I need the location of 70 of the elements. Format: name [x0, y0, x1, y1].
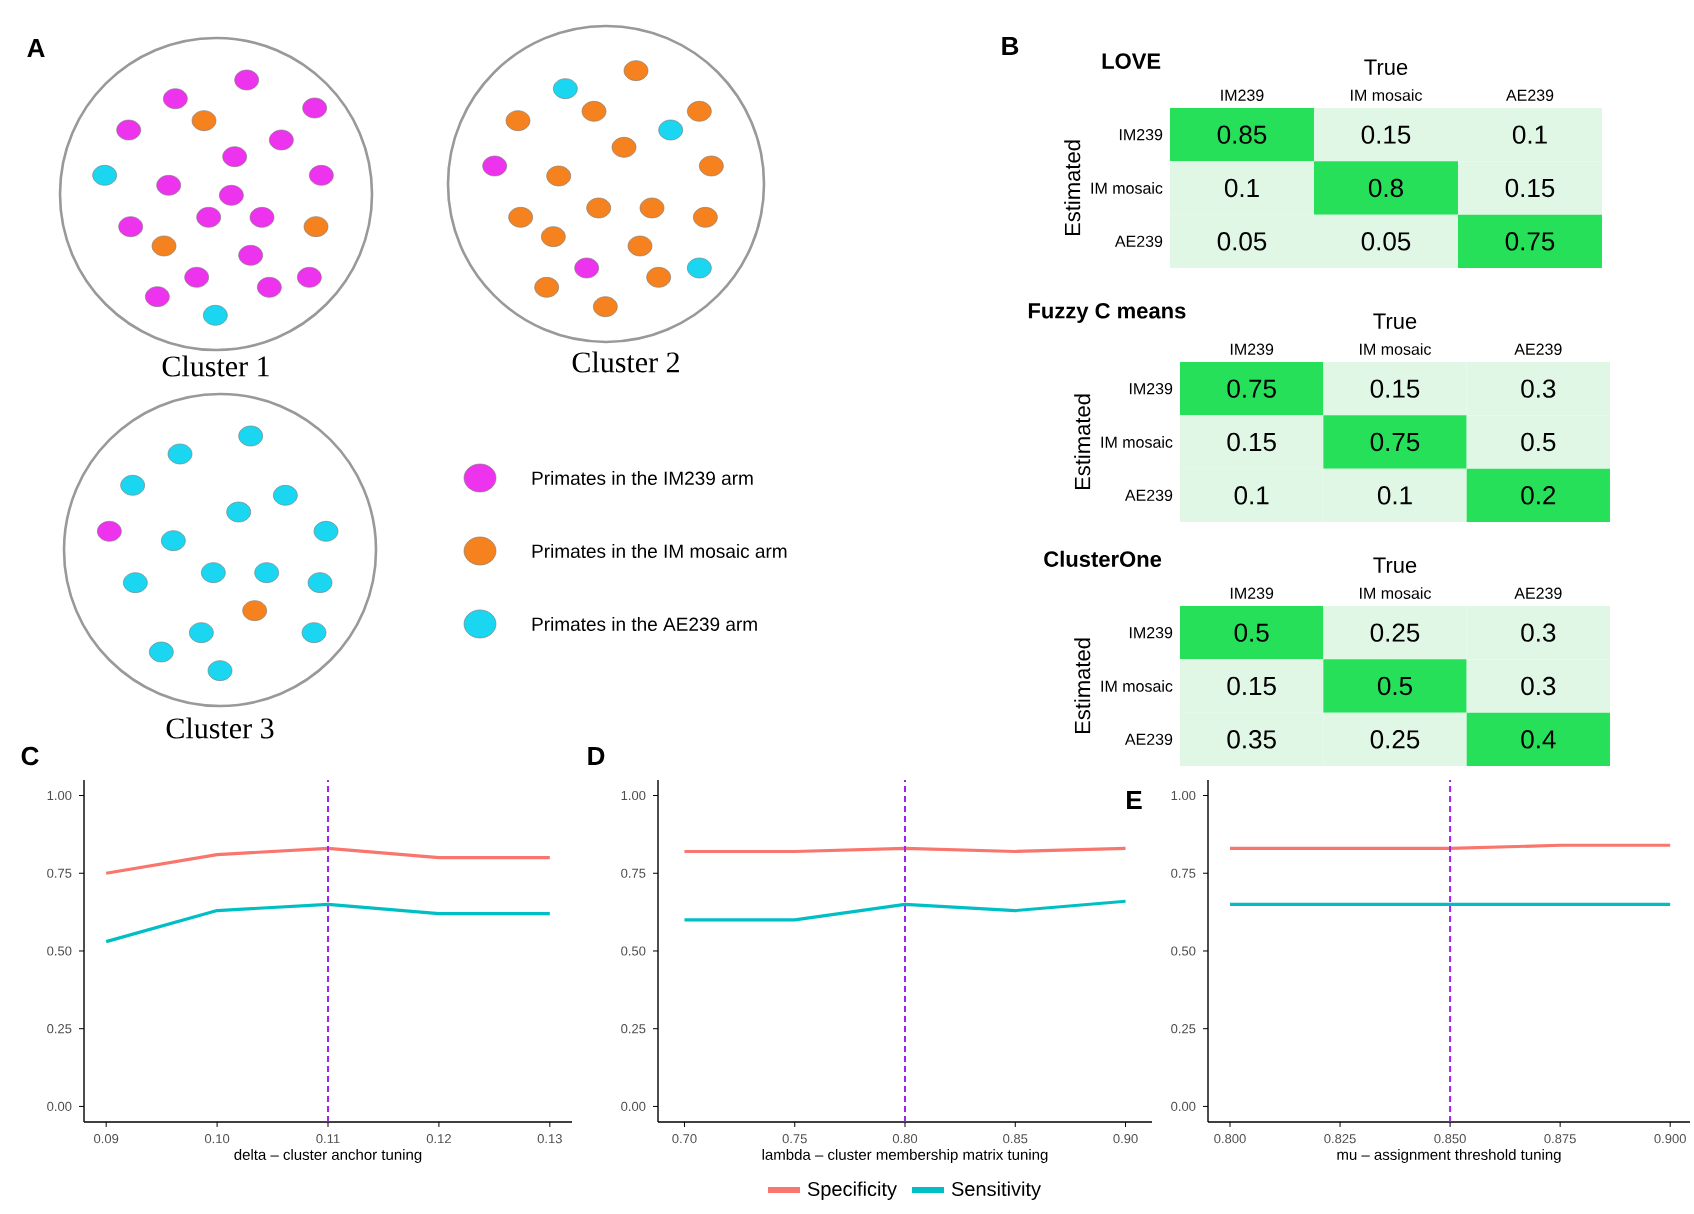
- legend-label: Sensitivity: [951, 1181, 1041, 1201]
- data-label: 0.15: [1505, 178, 1555, 198]
- x-tick-label: AE239: [1514, 343, 1562, 355]
- data-label: 0.25: [1370, 730, 1420, 749]
- y-tick-label: IM mosaic: [1101, 436, 1173, 448]
- text: Cluster 2: [572, 351, 679, 373]
- text: Cluster 1: [162, 355, 269, 377]
- chart-title: LOVE: [1102, 53, 1161, 69]
- data-label: 0.5: [1234, 623, 1269, 642]
- data-label: 0.35: [1227, 730, 1276, 749]
- data-label: 0.75: [1505, 232, 1555, 251]
- legend-label: Primates in the AE239 arm: [532, 616, 757, 631]
- data-label: 0.3: [1521, 379, 1556, 398]
- data-label: 0.4: [1521, 730, 1556, 749]
- text: Cluster 3: [166, 717, 274, 739]
- y-tick-label: AE239: [1124, 733, 1173, 745]
- y-axis-title: Estimated: [1064, 140, 1081, 236]
- x-tick-label: IM239: [1221, 89, 1264, 101]
- y-tick-label: IM mosaic: [1101, 680, 1173, 692]
- data-label: 0.3: [1521, 676, 1556, 696]
- y-tick-label: IM239: [1129, 626, 1173, 639]
- data-label: 0.05: [1361, 232, 1411, 251]
- legend-label: Specificity: [807, 1181, 897, 1201]
- data-label: 0.05: [1217, 232, 1267, 251]
- data-label: 0.2: [1521, 486, 1556, 505]
- x-tick-label: IM239: [1230, 343, 1274, 355]
- line-series: [104, 902, 552, 944]
- data-label: 0.15: [1227, 676, 1276, 696]
- data-label: 0.1: [1512, 125, 1547, 144]
- data-label: 0.15: [1227, 432, 1276, 452]
- data-label: 0.75: [1370, 432, 1420, 452]
- line-series: [104, 846, 552, 875]
- data-label: 0.3: [1521, 623, 1556, 642]
- x-axis-title: True: [1364, 59, 1408, 75]
- legend-label: Primates in the IM239 arm: [532, 471, 753, 485]
- x-tick-label: IM mosaic: [1351, 89, 1423, 101]
- x-tick-label: AE239: [1506, 89, 1554, 101]
- chart-title: Fuzzy C means: [1028, 303, 1186, 323]
- y-tick-label: AE239: [1124, 489, 1173, 501]
- legend-label: Primates in the IM mosaic arm: [532, 544, 787, 558]
- data-label: 0.85: [1217, 125, 1267, 144]
- text: B: [1002, 37, 1019, 55]
- text: A: [27, 39, 45, 57]
- y-axis-title: Estimated: [1074, 638, 1091, 734]
- x-axis-title: True: [1373, 557, 1417, 573]
- x-tick-label: IM239: [1230, 587, 1274, 599]
- text: C: [21, 746, 39, 766]
- y-tick-label: AE239: [1114, 235, 1163, 247]
- y-tick-label: IM239: [1129, 382, 1173, 395]
- data-label: 0.15: [1361, 125, 1411, 144]
- x-tick-label: IM mosaic: [1360, 343, 1432, 355]
- text: D: [588, 747, 605, 765]
- x-axis-title: True: [1373, 313, 1417, 329]
- y-tick-label: IM239: [1119, 128, 1163, 141]
- data-label: 0.5: [1521, 432, 1556, 452]
- data-label: 0.8: [1368, 178, 1403, 198]
- x-tick-label: AE239: [1514, 587, 1562, 599]
- y-axis-title: Estimated: [1074, 394, 1091, 490]
- data-label: 0.25: [1370, 623, 1420, 642]
- data-label: 0.15: [1370, 379, 1420, 398]
- chart-title: ClusterOne: [1044, 550, 1162, 567]
- data-label: 0.75: [1227, 379, 1276, 398]
- data-label: 0.1: [1224, 178, 1259, 198]
- data-label: 0.1: [1234, 486, 1269, 505]
- y-tick-label: IM mosaic: [1091, 182, 1163, 194]
- annotation: E: [1127, 791, 1142, 809]
- data-label: 0.1: [1377, 486, 1412, 505]
- line-series: [682, 899, 1128, 922]
- x-tick-label: IM mosaic: [1360, 587, 1432, 599]
- data-label: 0.5: [1377, 676, 1412, 696]
